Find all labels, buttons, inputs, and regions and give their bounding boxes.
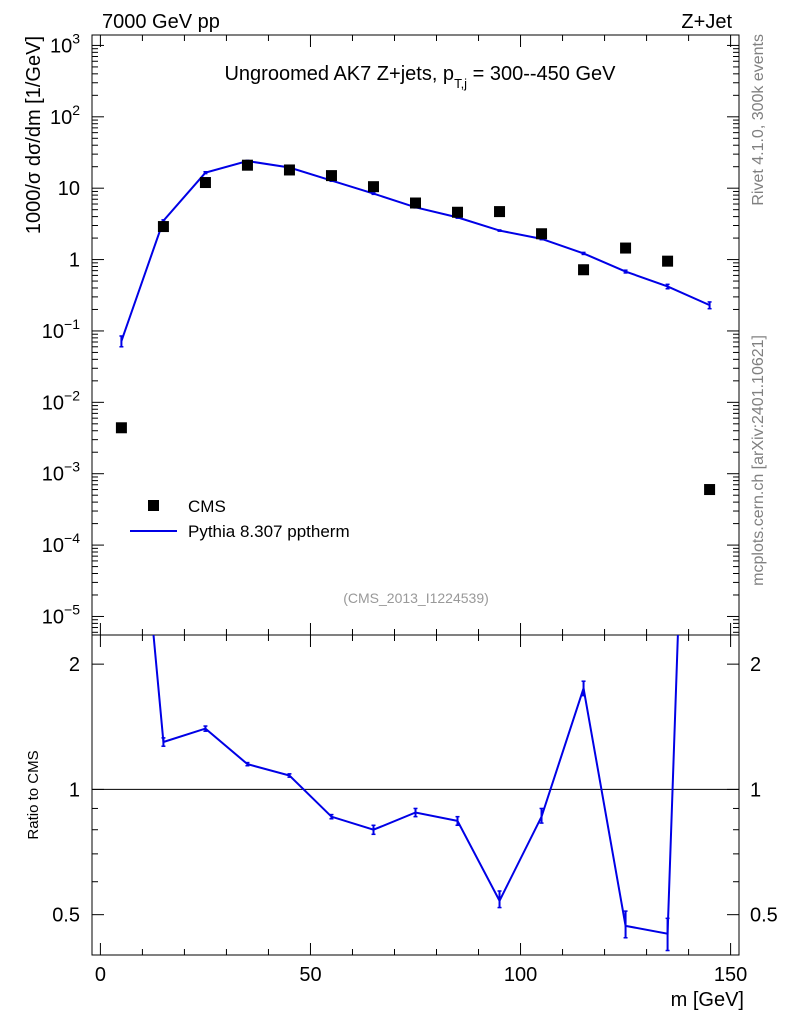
cms-data-point — [536, 228, 548, 240]
plot-title: Ungroomed AK7 Z+jets, pT,j = 300--450 Ge… — [224, 63, 616, 91]
legend: CMS Pythia 8.307 pptherm — [130, 497, 350, 541]
main-plot-data — [115, 159, 716, 496]
y-tick-label-main: 10−4 — [42, 530, 80, 557]
x-tick-label: 100 — [504, 964, 537, 986]
legend-label-pythia: Pythia 8.307 pptherm — [188, 522, 350, 541]
y-tick-label-main: 10 — [58, 178, 80, 200]
cms-data-point — [241, 159, 253, 171]
analysis-id: (CMS_2013_I1224539) — [343, 590, 489, 606]
cms-data-point — [199, 177, 211, 189]
x-tick-label: 50 — [299, 964, 321, 986]
side-note-top: Rivet 4.1.0, 300k events — [750, 34, 767, 206]
header-right: Z+Jet — [681, 11, 732, 33]
main-plot-frame — [91, 34, 740, 636]
y-axis-label-main: 1000/σ dσ/dm [1/GeV] — [23, 36, 45, 234]
plot-title-prefix: Ungroomed AK7 Z+jets, p — [224, 63, 454, 85]
cms-data-point — [410, 197, 421, 209]
axis-tick-labels: 0 50 100 150 10−5 10−4 10−3 10−2 10−1 1 10 102 103 0.… — [42, 30, 778, 986]
x-tick-label: 150 — [714, 964, 747, 986]
cms-data-point — [704, 484, 716, 496]
cms-data-point — [157, 221, 169, 233]
cms-data-point — [325, 170, 337, 182]
cms-data-point — [367, 181, 379, 193]
header-left: 7000 GeV pp — [102, 11, 220, 33]
plot-title-suffix: = 300--450 GeV — [467, 63, 616, 85]
x-tick-label: 0 — [95, 964, 106, 986]
y-tick-label-main: 10−2 — [42, 387, 80, 414]
ratio-plot-data — [152, 635, 679, 952]
legend-marker-cms — [148, 500, 159, 511]
cms-data-point — [494, 206, 506, 218]
y-tick-label-main: 103 — [50, 30, 80, 57]
axis-ticks — [92, 35, 739, 956]
y-tick-label-main: 10−5 — [42, 601, 80, 628]
plot-title-subscript: T,j — [454, 76, 467, 91]
legend-label-cms: CMS — [188, 497, 226, 516]
side-note-bottom: mcplots.cern.ch [arXiv:2401.10621] — [750, 335, 767, 586]
y-tick-label-main: 102 — [50, 102, 80, 129]
cms-data-point — [452, 206, 464, 218]
cms-data-point — [662, 255, 674, 267]
y-tick-label-main: 10−3 — [42, 459, 80, 486]
cms-data-point — [620, 242, 632, 254]
y-tick-label-ratio-right: 0.5 — [750, 905, 778, 927]
cms-data-point — [283, 164, 295, 176]
y-tick-label-ratio-right: 2 — [750, 654, 761, 676]
cms-data-point — [578, 264, 590, 276]
y-tick-label-ratio: 1 — [69, 779, 80, 801]
x-axis-label: m [GeV] — [671, 989, 744, 1011]
y-tick-label-ratio-right: 1 — [750, 779, 761, 801]
ratio-line — [152, 635, 679, 935]
y-tick-label-ratio: 0.5 — [52, 905, 80, 927]
y-tick-label-main: 10−1 — [42, 316, 80, 343]
cms-data-point — [115, 422, 127, 434]
y-tick-label-ratio: 2 — [69, 654, 80, 676]
y-tick-label-main: 1 — [69, 250, 80, 272]
y-axis-label-ratio: Ratio to CMS — [25, 750, 42, 839]
ratio-plot-frame — [91, 634, 740, 956]
